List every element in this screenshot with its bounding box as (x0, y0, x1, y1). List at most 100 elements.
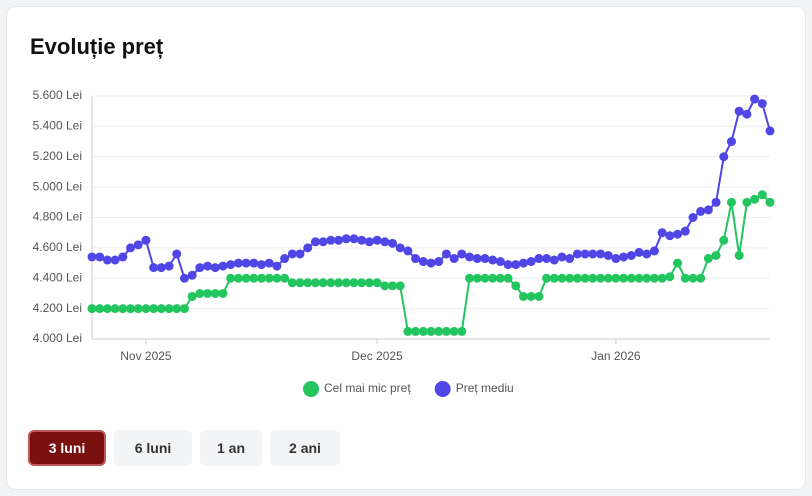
data-point (226, 260, 236, 270)
data-point (557, 252, 567, 262)
data-point (688, 213, 698, 222)
data-point (765, 197, 775, 207)
data-point (87, 304, 97, 314)
data-point (364, 237, 374, 247)
data-point (411, 326, 421, 336)
data-point (156, 304, 166, 314)
data-point (719, 235, 729, 245)
data-point (673, 258, 683, 268)
data-point (441, 249, 451, 259)
x-tick-label: Nov 2025 (120, 349, 172, 363)
data-point (649, 246, 659, 256)
data-point (742, 197, 752, 207)
data-point (750, 194, 760, 204)
x-tick-label: Jan 2026 (591, 349, 641, 363)
data-point (387, 281, 397, 291)
title: Evoluție preț (30, 34, 164, 59)
data-point (518, 258, 528, 268)
data-point (172, 249, 182, 259)
data-point (434, 326, 444, 336)
data-point (95, 304, 105, 314)
data-point (534, 291, 544, 301)
data-point (596, 273, 605, 283)
data-point (418, 326, 428, 336)
data-point (711, 197, 721, 207)
data-point (195, 263, 205, 273)
data-point (434, 257, 444, 267)
y-tick-label: 5.200 Lei (33, 149, 82, 163)
data-point (203, 261, 213, 271)
data-point (465, 273, 475, 283)
data-point (387, 238, 397, 248)
data-point (495, 273, 505, 283)
data-point (619, 273, 629, 283)
data-point (449, 254, 459, 264)
range-button[interactable]: 6 luni (114, 430, 192, 466)
data-point (233, 258, 243, 268)
data-point (488, 255, 498, 265)
data-point (403, 246, 413, 256)
data-point (133, 304, 143, 314)
data-point (326, 235, 336, 245)
data-point (172, 304, 182, 314)
data-point (565, 254, 575, 264)
data-point (133, 240, 143, 250)
data-point (218, 261, 228, 271)
data-point (719, 152, 729, 162)
data-point (680, 273, 690, 283)
data-point (395, 281, 405, 291)
data-point (511, 281, 521, 291)
data-point (603, 273, 613, 283)
data-point (511, 260, 521, 270)
data-point (110, 304, 120, 314)
data-point (526, 291, 536, 301)
data-point (310, 278, 320, 288)
data-point (557, 273, 567, 283)
data-point (179, 304, 189, 314)
range-button[interactable]: 1 an (200, 430, 262, 466)
data-point (426, 326, 436, 336)
data-point (341, 234, 351, 244)
data-point (257, 273, 266, 283)
range-button[interactable]: 2 ani (270, 430, 340, 466)
data-point (318, 278, 328, 288)
data-point (673, 229, 683, 239)
data-point (726, 197, 736, 207)
data-point (688, 273, 698, 283)
data-point (418, 257, 428, 267)
data-point (426, 258, 436, 268)
data-point (696, 273, 706, 283)
data-point (611, 273, 621, 283)
y-tick-label: 4.200 Lei (33, 301, 82, 315)
data-point (542, 254, 552, 264)
data-point (272, 261, 282, 271)
data-point (703, 205, 713, 215)
data-point (549, 273, 559, 283)
data-point (102, 255, 112, 265)
data-point (380, 281, 390, 291)
data-point (765, 126, 775, 136)
data-point (588, 273, 598, 283)
data-point (334, 235, 344, 245)
range-button[interactable]: 3 luni (28, 430, 106, 466)
data-point (480, 254, 490, 264)
data-point (472, 273, 482, 283)
data-point (249, 258, 259, 268)
data-point (518, 291, 528, 301)
data-point (141, 304, 151, 314)
data-point (287, 278, 297, 288)
data-point (750, 94, 760, 104)
data-point (549, 255, 559, 265)
data-point (210, 288, 220, 298)
data-point (572, 249, 582, 259)
data-point (380, 237, 390, 247)
legend-label: Preț mediu (456, 381, 514, 395)
y-tick-label: 4.400 Lei (33, 270, 82, 284)
y-tick-label: 4.800 Lei (33, 210, 82, 224)
data-point (657, 273, 667, 283)
y-tick-label: 5.000 Lei (33, 179, 82, 193)
data-point (102, 304, 112, 314)
data-point (619, 252, 629, 262)
data-point (542, 273, 552, 283)
